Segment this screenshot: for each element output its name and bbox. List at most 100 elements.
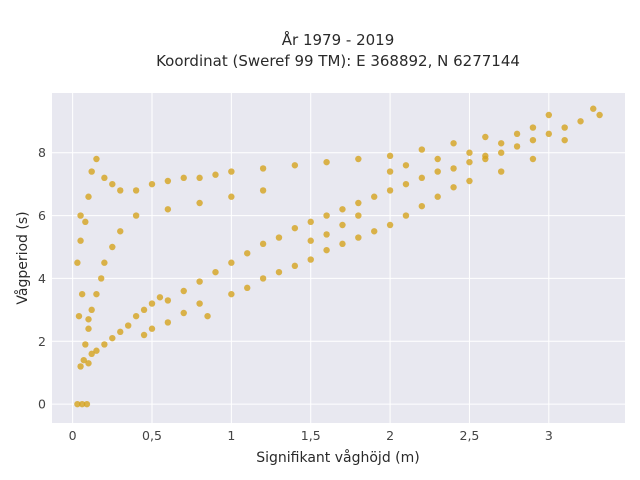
scatter-point [466,149,473,156]
scatter-point [132,312,140,320]
scatter-point [93,290,100,298]
y-tick-label: 0 [38,397,46,412]
scatter-point [85,325,92,332]
scatter-point [85,360,92,367]
scatter-point [529,155,537,163]
scatter-point [78,290,86,298]
scatter-point [244,250,251,257]
scatter-point [148,180,156,188]
scatter-point [85,316,92,323]
chart-title-line-2: Koordinat (Sweref 99 TM): E 368892, N 62… [156,52,520,70]
x-tick-label: 2,5 [460,428,480,443]
scatter-point [244,284,251,292]
scatter-point [148,300,156,307]
scatter-point [275,234,283,241]
x-tick-label: 1,5 [301,428,321,443]
scatter-point [275,268,283,276]
scatter-point [339,206,346,213]
scatter-point [355,199,362,207]
x-tick-label: 1 [227,428,235,443]
y-tick-label: 6 [38,208,46,223]
scatter-point [291,262,299,270]
scatter-point [164,206,172,213]
scatter-point [180,309,187,317]
plot-area [52,93,625,423]
scatter-point [561,136,568,144]
scatter-point [228,290,235,298]
scatter-point [117,228,124,235]
scatter-point [291,162,299,169]
scatter-point [371,193,378,200]
scatter-point [497,168,505,175]
scatter-point [561,124,568,131]
scatter-point [204,312,211,320]
scatter-point [513,130,521,138]
x-tick-label: 2 [386,428,394,443]
scatter-point [77,212,84,219]
scatter-point [307,237,314,244]
scatter-point [259,187,267,194]
scatter-point [212,171,219,178]
scatter-point [339,240,346,248]
scatter-point [434,193,441,200]
scatter-point [82,218,89,226]
scatter-point [74,400,81,408]
scatter-point [85,193,92,200]
scatter-point [101,259,108,266]
x-tick-label: 0 [69,428,77,443]
scatter-point [291,224,299,232]
scatter-point [529,136,537,144]
scatter-point [402,212,410,219]
scatter-point [196,300,203,307]
chart-title-line-1: År 1979 - 2019 [282,30,395,49]
scatter-point [307,218,314,226]
scatter-point [101,341,108,348]
scatter-point [529,124,537,131]
scatter-point [545,130,553,138]
scatter-point [148,325,156,332]
scatter-points [74,105,603,408]
scatter-point [196,174,203,182]
scatter-point [83,400,91,408]
x-tick-labels: 0 0,5 1 1,5 2 2,5 3 [69,428,553,443]
scatter-point [259,275,267,282]
scatter-point [482,155,489,163]
scatter-point [386,187,394,194]
scatter-point [596,111,603,119]
scatter-point [132,187,140,194]
scatter-point [140,331,148,339]
scatter-point [109,180,116,188]
scatter-point [80,356,87,364]
scatter-point [180,287,187,295]
scatter-point [228,193,235,200]
scatter-point [74,259,81,266]
scatter-point [109,243,116,251]
scatter-point [101,174,108,182]
x-axis-label: Signifikant våghöjd (m) [256,449,419,466]
scatter-point [590,105,597,112]
y-tick-label: 2 [38,334,46,349]
scatter-point [78,400,86,408]
scatter-point [386,168,394,175]
scatter-point [77,363,84,370]
scatter-point [228,259,235,266]
y-axis-label: Vågperiod (s) [14,211,31,304]
scatter-point [402,180,410,188]
scatter-point [323,158,330,166]
y-tick-label: 8 [38,145,46,160]
grid-lines [52,93,625,423]
scatter-point [497,149,505,156]
scatter-point [140,306,148,314]
scatter-point [323,231,330,238]
scatter-point [450,184,457,191]
scatter-point [88,306,95,314]
scatter-point [371,228,378,235]
scatter-point [164,297,172,304]
scatter-point [77,237,84,244]
scatter-point [88,350,95,358]
scatter-point [88,168,95,175]
scatter-point [386,152,394,160]
scatter-point [259,165,267,172]
scatter-point [323,246,330,254]
scatter-point [355,234,362,241]
